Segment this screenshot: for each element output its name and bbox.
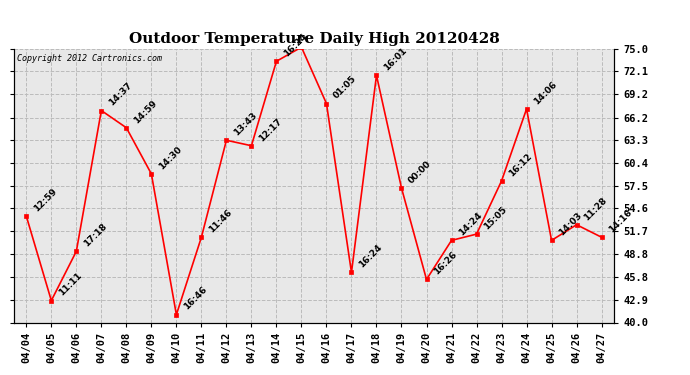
- Text: 15:05: 15:05: [482, 205, 509, 231]
- Text: 14:24: 14:24: [457, 211, 484, 238]
- Text: 14:03: 14:03: [557, 211, 584, 238]
- Text: 17:18: 17:18: [82, 222, 108, 249]
- Text: 14:16: 14:16: [607, 208, 634, 234]
- Text: 16:24: 16:24: [357, 243, 384, 270]
- Text: 16:46: 16:46: [182, 285, 208, 312]
- Text: 14:37: 14:37: [107, 81, 134, 108]
- Text: Copyright 2012 Cartronics.com: Copyright 2012 Cartronics.com: [17, 54, 161, 63]
- Text: 14:59: 14:59: [132, 98, 159, 125]
- Text: 12:59: 12:59: [32, 187, 59, 213]
- Text: 16:01: 16:01: [382, 46, 408, 73]
- Text: 12:17: 12:17: [257, 116, 284, 143]
- Text: 16:24: 16:24: [282, 32, 308, 58]
- Text: 14:30: 14:30: [157, 144, 184, 171]
- Text: 11:28: 11:28: [582, 195, 609, 222]
- Text: 00:00: 00:00: [407, 159, 433, 185]
- Text: 16:26: 16:26: [432, 250, 459, 277]
- Text: 14:06: 14:06: [532, 80, 559, 106]
- Text: 01:05: 01:05: [332, 74, 358, 101]
- Text: 11:46: 11:46: [207, 208, 234, 234]
- Text: 11:11: 11:11: [57, 271, 83, 298]
- Text: 14:14: 14:14: [0, 374, 1, 375]
- Text: 16:12: 16:12: [507, 152, 533, 178]
- Title: Outdoor Temperature Daily High 20120428: Outdoor Temperature Daily High 20120428: [128, 32, 500, 46]
- Text: 13:43: 13:43: [232, 111, 259, 138]
